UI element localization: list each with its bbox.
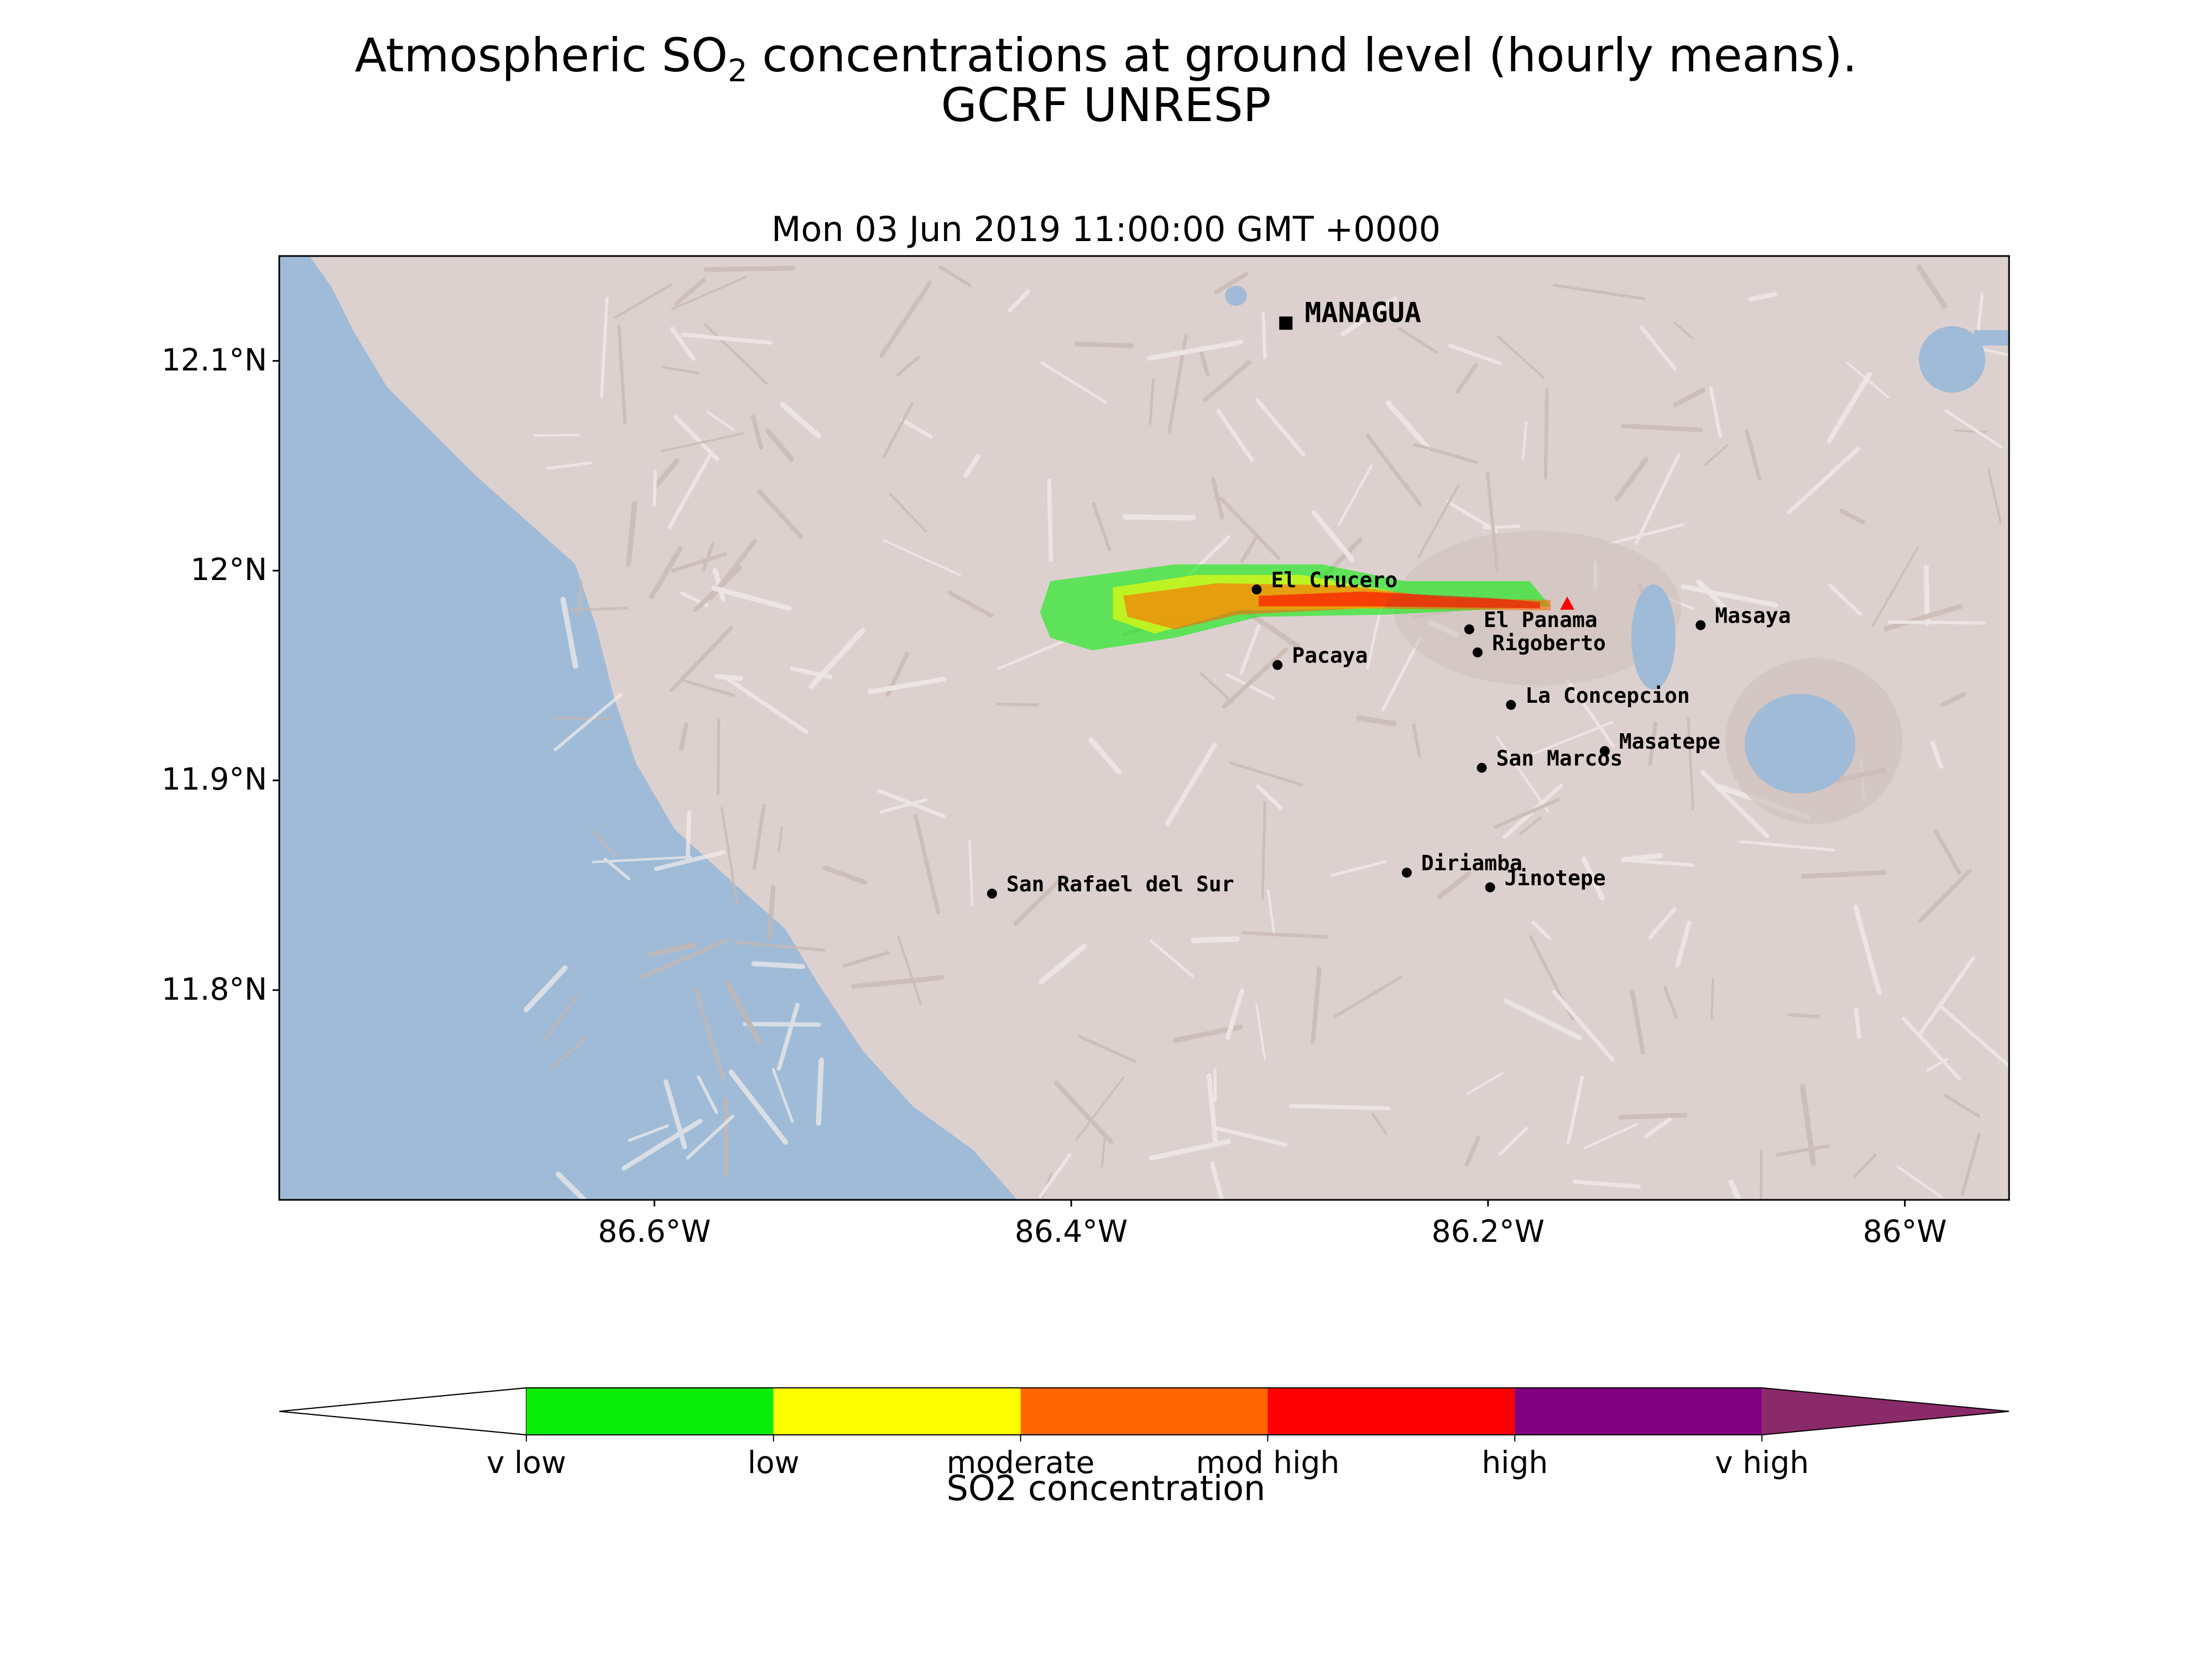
colorbar-bin [1021, 1388, 1268, 1435]
relief-stroke [1291, 1106, 1388, 1108]
colorbar-bin [774, 1388, 1021, 1435]
town-label: Rigoberto [1492, 631, 1606, 655]
capital-marker [1279, 316, 1292, 330]
relief-stroke [754, 964, 803, 967]
relief-stroke [1125, 517, 1193, 518]
relief-stroke [688, 813, 690, 860]
relief-stroke [1194, 939, 1237, 941]
town-label: Masaya [1715, 604, 1791, 628]
relief-stroke [1049, 480, 1051, 559]
lon-tick-label: 86.4°W [988, 1214, 1154, 1249]
lon-tick-label: 86°W [1822, 1214, 1988, 1249]
relief-stroke [1856, 1009, 1859, 1036]
relief-stroke [717, 676, 740, 678]
town-label: Pacaya [1292, 644, 1368, 668]
town-marker [1473, 647, 1483, 657]
town-label: La Concepcion [1525, 683, 1689, 708]
lake-managua-shore [1974, 330, 2013, 346]
lat-tick-label: 11.9°N [46, 761, 267, 797]
lat-tick-label: 11.8°N [46, 971, 267, 1007]
relief-stroke [654, 472, 655, 505]
lat-tick-label: 12°N [46, 552, 267, 587]
town-label: Jinotepe [1505, 866, 1606, 890]
town-label: El Crucero [1271, 568, 1398, 592]
colorbar [279, 1388, 2009, 1441]
relief-stroke [1263, 314, 1265, 357]
relief-stroke [1546, 389, 1547, 478]
lake-nejapa [1225, 286, 1247, 306]
colorbar-bin [1515, 1388, 1762, 1435]
relief-stroke [706, 268, 794, 270]
colorbar-above-arrow [1762, 1388, 2009, 1435]
lake-apoyo [1745, 694, 1855, 793]
colorbar-bin [1267, 1388, 1515, 1435]
relief-stroke [1954, 431, 1986, 432]
town-marker [1252, 584, 1262, 594]
relief-stroke [1712, 978, 1713, 1018]
town-marker [1477, 763, 1487, 773]
relief-stroke [1621, 1115, 1685, 1117]
colorbar-below-arrow [279, 1388, 526, 1435]
relief-stroke [1077, 344, 1132, 346]
colorbar-bin [526, 1388, 774, 1435]
town-label: El Panama [1484, 608, 1598, 632]
relief-stroke [998, 704, 1037, 705]
town-label: San Marcos [1496, 746, 1623, 771]
lon-tick-label: 86.2°W [1405, 1214, 1571, 1249]
town-label: Masatepe [1619, 729, 1720, 754]
lake-masaya [1631, 584, 1676, 690]
town-marker [1485, 882, 1495, 892]
town-marker [1272, 660, 1282, 670]
town-marker [1506, 700, 1516, 710]
relief-stroke [1789, 1015, 1818, 1016]
capital-label: MANAGUA [1305, 296, 1421, 328]
relief-stroke [1889, 622, 1984, 623]
town-label: San Rafael del Sur [1006, 872, 1234, 896]
colorbar-title: SO2 concentration [0, 1468, 2212, 1508]
relief-stroke [770, 887, 773, 937]
town-marker [1695, 620, 1705, 630]
town-marker [1402, 868, 1412, 877]
relief-stroke [745, 1024, 819, 1025]
lat-tick-label: 12.1°N [46, 342, 267, 378]
lon-tick-label: 86.6°W [571, 1214, 737, 1249]
town-marker [987, 889, 997, 899]
town-marker [1464, 624, 1474, 634]
relief-stroke [818, 1061, 821, 1124]
